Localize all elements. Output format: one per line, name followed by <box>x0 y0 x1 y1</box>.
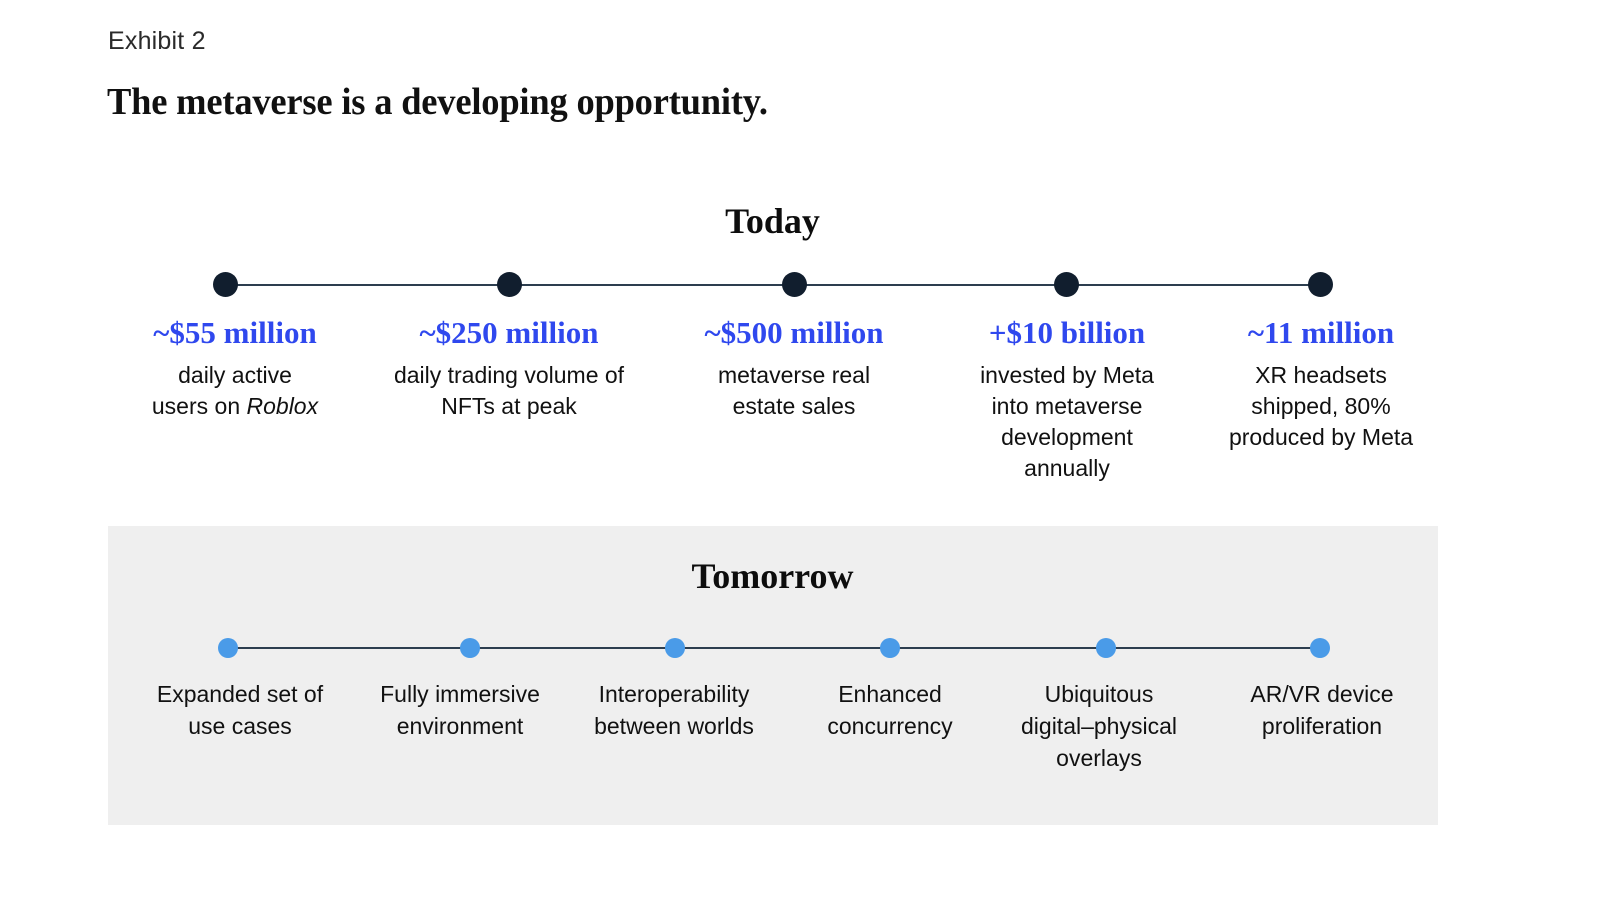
tomorrow-item-label: AR/VR device proliferation <box>1250 681 1394 740</box>
tomorrow-item-label: Expanded set of use cases <box>156 681 324 740</box>
tomorrow-timeline-dot <box>1310 638 1330 658</box>
tomorrow-item-label: Enhanced concurrency <box>827 681 953 740</box>
today-timeline-dot <box>496 272 522 297</box>
today-section: Today ~$55 million daily active users on R… <box>120 201 1432 484</box>
page-title: The metaverse is a developing opportunit… <box>107 81 768 123</box>
tomorrow-timeline-dot <box>218 638 238 658</box>
today-timeline-dot <box>212 272 238 297</box>
today-stat-column: ~11 million XR headsets shipped, 80% produ… <box>1210 315 1432 453</box>
tomorrow-item-column: Enhanced concurrency <box>800 678 980 742</box>
tomorrow-timeline-dot <box>665 638 685 658</box>
tomorrow-panel <box>108 526 1438 825</box>
today-timeline-line <box>225 284 1320 286</box>
today-stat-value: +$10 billion <box>988 315 1146 350</box>
tomorrow-timeline-line <box>228 647 1320 649</box>
today-heading: Today <box>725 201 820 241</box>
tomorrow-timeline-dot <box>1096 638 1116 658</box>
tomorrow-heading: Tomorrow <box>691 556 854 596</box>
tomorrow-item-column: Interoperability between worlds <box>573 678 775 742</box>
today-stat-description: metaverse real estate sales <box>717 361 871 419</box>
today-stat-value: ~$55 million <box>153 315 317 350</box>
today-stat-column: ~$250 million daily trading volume of NFTs… <box>379 315 639 422</box>
tomorrow-timeline-dot <box>460 638 480 658</box>
exhibit-label: Exhibit 2 <box>108 27 206 55</box>
today-stat-column: ~$500 million metaverse real estate sales <box>674 315 914 422</box>
today-stat-column: ~$55 million daily active users on Roblox <box>120 315 350 422</box>
tomorrow-timeline-dot <box>880 638 900 658</box>
tomorrow-item-column: Expanded set of use cases <box>140 678 340 742</box>
today-timeline-dot <box>1307 272 1333 297</box>
today-stat-description: XR headsets shipped, 80% produced by Meta <box>1228 361 1414 450</box>
today-stat-value: ~$500 million <box>704 315 884 350</box>
today-timeline-dot <box>1053 272 1079 297</box>
tomorrow-item-column: AR/VR device proliferation <box>1232 678 1412 742</box>
tomorrow-item-label: Interoperability between worlds <box>594 681 754 740</box>
today-stat-description: invested by Meta into metaverse developme… <box>980 361 1154 481</box>
today-stat-value: ~$250 million <box>419 315 599 350</box>
tomorrow-item-label: Fully immersive environment <box>380 681 540 740</box>
emphasized-term: Roblox <box>246 392 319 419</box>
today-timeline-dot <box>781 272 807 297</box>
today-stat-description: daily trading volume of NFTs at peak <box>393 361 625 419</box>
today-stat-column: +$10 billion invested by Meta into metaver… <box>956 315 1178 484</box>
tomorrow-item-column: Ubiquitous digital–physical overlays <box>1006 678 1192 775</box>
tomorrow-item-column: Fully immersive environment <box>370 678 550 742</box>
tomorrow-item-label: Ubiquitous digital–physical overlays <box>1021 681 1177 772</box>
today-stat-description: daily active users on Roblox <box>151 361 319 419</box>
today-stat-value: ~11 million <box>1247 315 1395 350</box>
